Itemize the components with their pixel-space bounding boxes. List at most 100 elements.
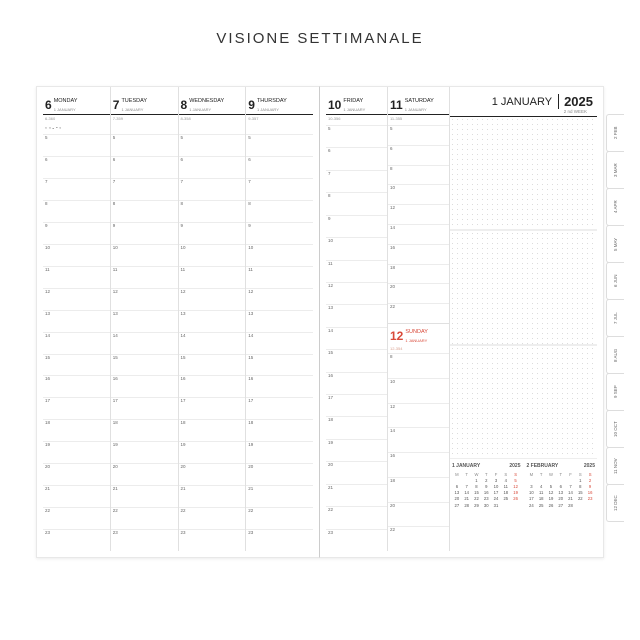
hour-row: 6 xyxy=(179,156,246,178)
month-tab[interactable]: 7 JUL xyxy=(606,299,624,337)
month-tab[interactable]: 9 SEP xyxy=(606,373,624,411)
hour-row: 15 xyxy=(179,354,246,376)
day-column: 8WEDNESDAY1 JANUARY8-3585678910111213141… xyxy=(178,87,246,551)
hour-row: 12 xyxy=(111,288,178,310)
month-tab[interactable]: 11 NOV xyxy=(606,447,624,485)
hour-row: 9 xyxy=(179,222,246,244)
hour-row: 14 xyxy=(388,427,449,452)
hour-row: 12 xyxy=(246,288,313,310)
hour-row: 8 xyxy=(326,192,387,214)
hour-row: 18 xyxy=(246,419,313,441)
month-tab[interactable]: 12 DEC xyxy=(606,484,624,522)
hour-row: 10 xyxy=(388,378,449,403)
hour-row: 17 xyxy=(43,397,110,419)
hour-row: 8 xyxy=(388,165,449,185)
month-tab[interactable]: 6 JUN xyxy=(606,262,624,300)
day-column: 7TUESDAY1 JANUARY7-359567891011121314151… xyxy=(110,87,178,551)
hour-row: 17 xyxy=(179,397,246,419)
hour-row: 16 xyxy=(111,375,178,397)
month-tab[interactable]: 4 APR xyxy=(606,188,624,226)
dot-grid xyxy=(450,117,597,230)
hour-row: 21 xyxy=(43,485,110,507)
day-column: 6MONDAY1 JANUARY6-360◐ ◑ ◒ ◓ ◐5678910111… xyxy=(43,87,110,551)
minical-title: 2 FEBRUARY xyxy=(527,463,559,469)
month-tab[interactable]: 3 MAR xyxy=(606,151,624,189)
day-sub: 11-355 xyxy=(388,115,449,125)
hour-row: 12 xyxy=(388,403,449,428)
hour-row: 5 xyxy=(179,134,246,156)
month-label: 1 JANUARY xyxy=(492,96,552,108)
hour-row: 9 xyxy=(326,215,387,237)
hour-row: 8 xyxy=(179,200,246,222)
dot-grid xyxy=(450,345,597,459)
hour-row: 22 xyxy=(388,526,449,551)
col-friday: 10 FRIDAY 1 JANUARY 10-356 5678910111213… xyxy=(326,87,388,551)
minical-year: 2025 xyxy=(584,463,595,469)
hour-row: 20 xyxy=(246,463,313,485)
day-number: 8 xyxy=(181,98,188,112)
dot-grid xyxy=(450,230,597,344)
month-tab[interactable]: 2 FEB xyxy=(606,114,624,152)
hour-row: 10 xyxy=(111,244,178,266)
day-number: 7 xyxy=(113,98,120,112)
hour-row: 12 xyxy=(388,204,449,224)
hour-row: 7 xyxy=(246,178,313,200)
hour-row: 11 xyxy=(326,260,387,282)
hour-row: 11 xyxy=(43,266,110,288)
page-title: VISIONE SETTIMANALE xyxy=(0,30,640,47)
moon-row: ◐ ◑ ◒ ◓ ◐ xyxy=(43,125,110,134)
hour-row: 5 xyxy=(326,125,387,147)
hour-row: 5 xyxy=(111,134,178,156)
day-number: 11 xyxy=(390,98,403,112)
hour-row: 7 xyxy=(43,178,110,200)
hour-row: 9 xyxy=(246,222,313,244)
hour-row: 20 xyxy=(43,463,110,485)
hour-row: 20 xyxy=(179,463,246,485)
hour-row: 8 xyxy=(43,200,110,222)
day-number: 6 xyxy=(45,98,52,112)
hour-row: 7 xyxy=(179,178,246,200)
month-tab[interactable]: 8 AUG xyxy=(606,336,624,374)
day-month: 1 JANUARY xyxy=(343,107,365,112)
hour-row: 22 xyxy=(179,507,246,529)
hour-row: 18 xyxy=(43,419,110,441)
hour-row: 9 xyxy=(43,222,110,244)
hour-row: 23 xyxy=(326,529,387,551)
day-number: 12 xyxy=(390,329,403,343)
col-saturday: 11 SATURDAY 1 JANUARY 11-355 56810121416… xyxy=(388,87,450,551)
day-month: 1 JANUARY xyxy=(54,107,78,112)
week-label: 2 nd WEEK xyxy=(564,109,587,114)
hour-row: 13 xyxy=(179,310,246,332)
hour-row: 19 xyxy=(246,441,313,463)
hour-row: 16 xyxy=(179,375,246,397)
hour-row: 16 xyxy=(388,452,449,477)
mini-calendar: 2 FEBRUARY2025MTWTFSS1234567891011121314… xyxy=(527,463,596,549)
hour-row: 11 xyxy=(111,266,178,288)
hour-row: 15 xyxy=(326,349,387,371)
mini-calendars: 1 JANUARY2025MTWTFSS12345678910111213141… xyxy=(450,459,597,551)
hour-row: 10 xyxy=(246,244,313,266)
hour-row: 23 xyxy=(246,529,313,551)
day-name: THURSDAY xyxy=(257,98,287,104)
day-month: 1 JANUARY xyxy=(257,107,287,112)
month-tab[interactable]: 5 MAY xyxy=(606,225,624,263)
hour-row: 14 xyxy=(326,327,387,349)
hour-row: 15 xyxy=(246,354,313,376)
month-tab[interactable]: 10 OCT xyxy=(606,410,624,448)
day-month: 1 JANUARY xyxy=(189,107,224,112)
day-sub: 7-359 xyxy=(111,115,178,125)
day-sub: 6-360 xyxy=(43,115,110,125)
hour-row: 13 xyxy=(246,310,313,332)
hour-row: 18 xyxy=(388,477,449,502)
hour-row: 17 xyxy=(246,397,313,419)
hour-row: 22 xyxy=(326,506,387,528)
hour-row: 10 xyxy=(388,184,449,204)
hour-row: 16 xyxy=(326,372,387,394)
day-month: 1 JANUARY xyxy=(405,338,428,343)
hour-row: 12 xyxy=(179,288,246,310)
hour-row: 10 xyxy=(43,244,110,266)
hour-row: 14 xyxy=(246,332,313,354)
hour-row: 18 xyxy=(179,419,246,441)
hour-row: 8 xyxy=(246,200,313,222)
col-meta: 1 JANUARY 2025 2 nd WEEK 1 JANUARY2025MT… xyxy=(450,87,597,551)
